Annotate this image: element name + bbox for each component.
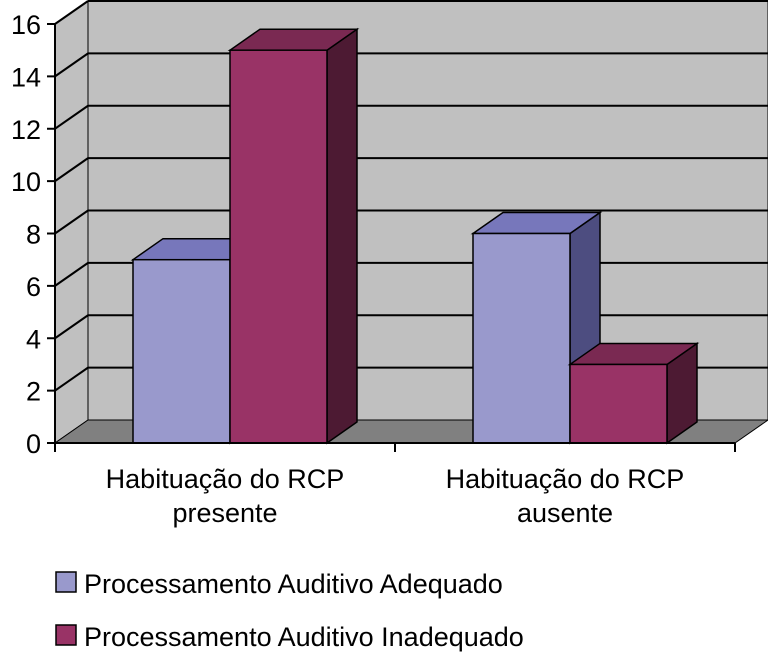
category-label: Habituação do RCP ausente: [446, 464, 685, 528]
legend-label: Processamento Auditivo Adequado: [84, 569, 503, 599]
axes: 0 2 4 6 8 10 12 14 16 Habituação do RCP presente Ha…: [11, 10, 736, 528]
y-tick-label: 14: [11, 62, 41, 92]
bar-1-1: [569, 363, 668, 444]
bar-0-0: [132, 258, 231, 444]
bar-0-1: [229, 49, 328, 444]
legend-label: Processamento Auditivo Inadequado: [84, 622, 524, 652]
y-tick-label: 4: [26, 324, 41, 354]
y-tick-label: 0: [26, 429, 41, 459]
y-tick-label: 2: [26, 377, 41, 407]
y-tick-label: 6: [26, 272, 41, 302]
bars: [130, 27, 700, 445]
gridline-side: [54, 262, 89, 287]
legend: Processamento Auditivo Adequado Processam…: [55, 569, 524, 652]
gridline-side: [54, 157, 89, 182]
gridline-side: [54, 104, 89, 130]
y-tick-label: 12: [11, 115, 41, 145]
legend-swatch: [55, 624, 77, 646]
y-tick-label: 8: [26, 220, 41, 250]
y-tick-label: 16: [11, 10, 41, 40]
gridline-side: [54, 52, 89, 78]
gridline-side: [54, 0, 89, 25]
bar-1-0: [472, 232, 571, 444]
category-label: Habituação do RCP presente: [106, 464, 345, 528]
bar-0-1-side: [326, 27, 358, 445]
gridline-side: [54, 314, 89, 340]
legend-swatch: [55, 571, 77, 593]
y-tick-label: 10: [11, 167, 41, 197]
gridline-side: [54, 366, 89, 392]
gridline-side: [54, 209, 89, 235]
